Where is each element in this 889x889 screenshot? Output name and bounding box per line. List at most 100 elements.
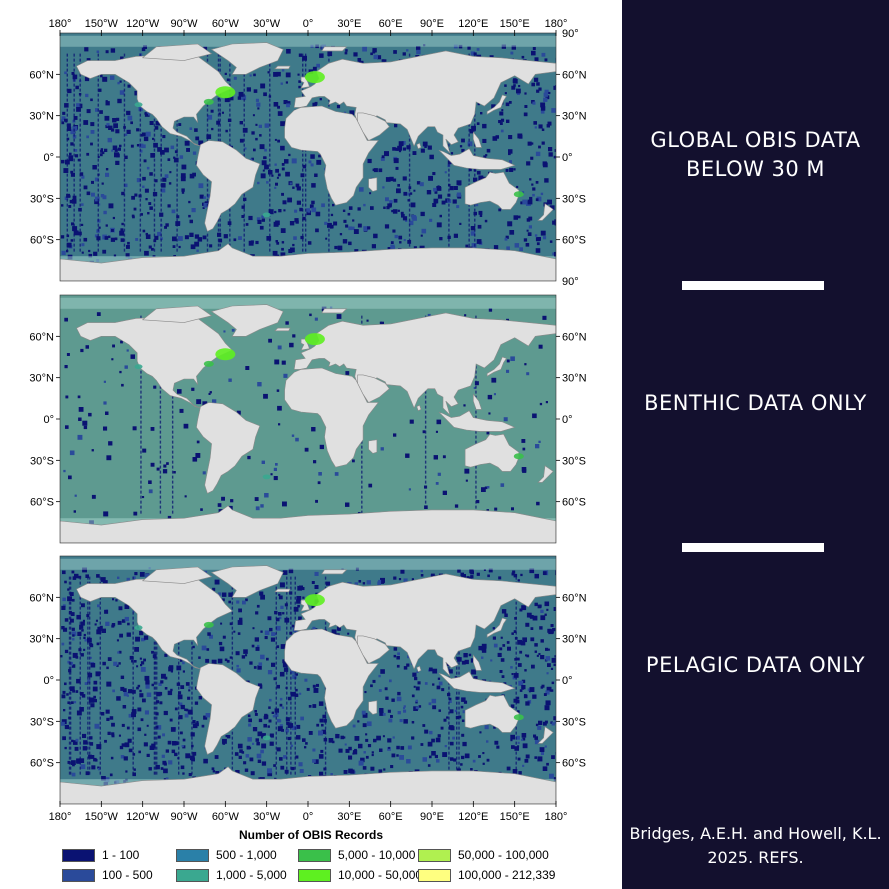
land-svalbard xyxy=(321,569,348,575)
divider-1 xyxy=(682,281,824,290)
land-japan xyxy=(486,94,507,115)
legend-swatch xyxy=(418,849,451,862)
lon-tick-bottom: 120°W xyxy=(126,811,160,822)
lat-tick-right: 60°N xyxy=(562,592,587,604)
lat-tick-left: 30°N xyxy=(29,111,54,123)
lon-tick-top: 0° xyxy=(303,18,314,30)
land-north-america xyxy=(76,577,233,670)
lon-tick-top: 150°W xyxy=(85,18,119,30)
lat-tick-left: 60°S xyxy=(30,235,54,247)
legend-label: 10,000 - 50,000 xyxy=(338,868,423,882)
maps-figure: 60°N 60°N 30°N 30°N 0° 0° 30°S 30°S 60°S 60°S 60°N… xyxy=(29,18,587,822)
lat-tick-right: 30°N xyxy=(562,634,587,646)
lat-tick-left: 60°N xyxy=(29,331,54,343)
lat-tick-90-bottom: 90° xyxy=(562,276,579,288)
lon-tick-bottom: 120°E xyxy=(458,811,488,822)
lat-tick-right: 30°S xyxy=(562,455,586,467)
land-japan xyxy=(486,617,507,638)
land-africa xyxy=(284,367,379,468)
legend-swatch xyxy=(298,869,331,882)
map-pelagic: 60°N 60°N 30°N 30°N 0° 0° 30°S 30°S 60°S 60°S xyxy=(29,555,587,805)
credit-text: Bridges, A.E.H. and Howell, K.L. 2025. R… xyxy=(629,824,882,867)
land-philippines xyxy=(473,131,483,148)
legend-label: 5,000 - 10,000 xyxy=(338,848,416,862)
land-arabia-fill xyxy=(357,374,390,403)
land-canada-islands xyxy=(141,43,213,61)
lon-tick-bottom: 150°W xyxy=(85,811,119,822)
land-philippines xyxy=(473,654,483,671)
legend-label: 500 - 1,000 xyxy=(216,848,277,862)
divider-2 xyxy=(682,543,824,552)
land-madagascar xyxy=(368,439,378,454)
legend-label: 50,000 - 100,000 xyxy=(458,848,549,862)
side-panel: GLOBAL OBIS DATA BELOW 30 M BENTHIC DATA… xyxy=(622,0,889,889)
lon-tick-bottom: 0° xyxy=(303,811,314,822)
lon-tick-bottom: 180° xyxy=(49,811,72,822)
lon-tick-bottom: 150°E xyxy=(500,811,530,822)
lat-tick-right: 30°S xyxy=(562,716,586,728)
land-antarctica xyxy=(60,766,556,804)
lat-tick-left: 0° xyxy=(43,675,54,687)
land-eurasia xyxy=(293,312,556,416)
land-antarctica xyxy=(60,505,556,543)
land-australia xyxy=(464,171,520,210)
land-canada-islands xyxy=(141,305,213,323)
lon-tick-top: 150°E xyxy=(500,18,530,30)
lat-tick-left: 60°S xyxy=(30,497,54,509)
lat-tick-left: 0° xyxy=(43,152,54,164)
panel-title-all: GLOBAL OBIS DATA BELOW 30 M xyxy=(650,128,861,181)
lon-tick-bottom: 30°W xyxy=(253,811,281,822)
land-uk xyxy=(300,76,310,89)
legend-swatch xyxy=(62,849,95,862)
lon-tick-top: 30°W xyxy=(253,18,281,30)
land-uk xyxy=(300,338,310,351)
land-indonesia xyxy=(438,410,516,432)
lat-tick-right: 60°S xyxy=(562,497,586,509)
land-canada-islands xyxy=(141,566,213,584)
legend-swatch xyxy=(62,869,95,882)
lon-tick-top: 90°E xyxy=(420,18,444,30)
lat-tick-right: 0° xyxy=(562,414,573,426)
land-new-zealand xyxy=(537,465,554,483)
lon-tick-bottom: 90°W xyxy=(170,811,198,822)
map-benthic: 60°N 60°N 30°N 30°N 0° 0° 30°S 30°S 60°S 60°S xyxy=(29,294,587,544)
land-iceland xyxy=(274,588,291,593)
lat-tick-left: 30°N xyxy=(29,373,54,385)
land-australia xyxy=(464,694,520,733)
lat-tick-right: 60°S xyxy=(562,758,586,770)
lon-tick-bottom: 180° xyxy=(545,811,568,822)
lon-tick-top: 60°W xyxy=(212,18,240,30)
land-new-zealand xyxy=(537,203,554,221)
lat-tick-right: 0° xyxy=(562,675,573,687)
map-column: 60°N 60°N 30°N 30°N 0° 0° 30°S 30°S 60°S 60°S 60°N… xyxy=(29,18,587,882)
lon-tick-top: 120°W xyxy=(126,18,160,30)
legend-swatch xyxy=(176,849,209,862)
land-arabia-fill xyxy=(357,635,390,664)
legend-swatch xyxy=(298,849,331,862)
land-uk xyxy=(300,599,310,612)
land-eurasia xyxy=(293,573,556,677)
land-australia xyxy=(464,433,520,472)
lon-tick-top: 180° xyxy=(49,18,72,30)
lat-tick-right: 30°N xyxy=(562,111,587,123)
land-sri-lanka xyxy=(416,404,422,412)
lat-tick-left: 30°S xyxy=(30,716,54,728)
map-all: 60°N 60°N 30°N 30°N 0° 0° 30°S 30°S 60°S 60°S xyxy=(29,32,587,282)
land-north-america xyxy=(76,54,233,147)
land-sri-lanka xyxy=(416,665,422,673)
land-iceland xyxy=(274,65,291,70)
lat-tick-right: 60°S xyxy=(562,235,586,247)
land-svalbard xyxy=(321,308,348,314)
panel-title-pelagic: PELAGIC DATA ONLY xyxy=(645,653,866,677)
lat-tick-left: 60°S xyxy=(30,758,54,770)
panel-title-benthic: BENTHIC DATA ONLY xyxy=(644,391,867,415)
lat-tick-right: 30°S xyxy=(562,193,586,205)
land-philippines xyxy=(473,393,483,410)
land-greenland xyxy=(210,304,284,337)
lat-tick-90-top: 90° xyxy=(562,28,579,40)
lon-tick-bottom: 60°E xyxy=(379,811,403,822)
land-iceland xyxy=(274,327,291,332)
lon-tick-top: 120°E xyxy=(458,18,488,30)
land-sri-lanka xyxy=(416,142,422,150)
lat-tick-right: 60°N xyxy=(562,331,587,343)
